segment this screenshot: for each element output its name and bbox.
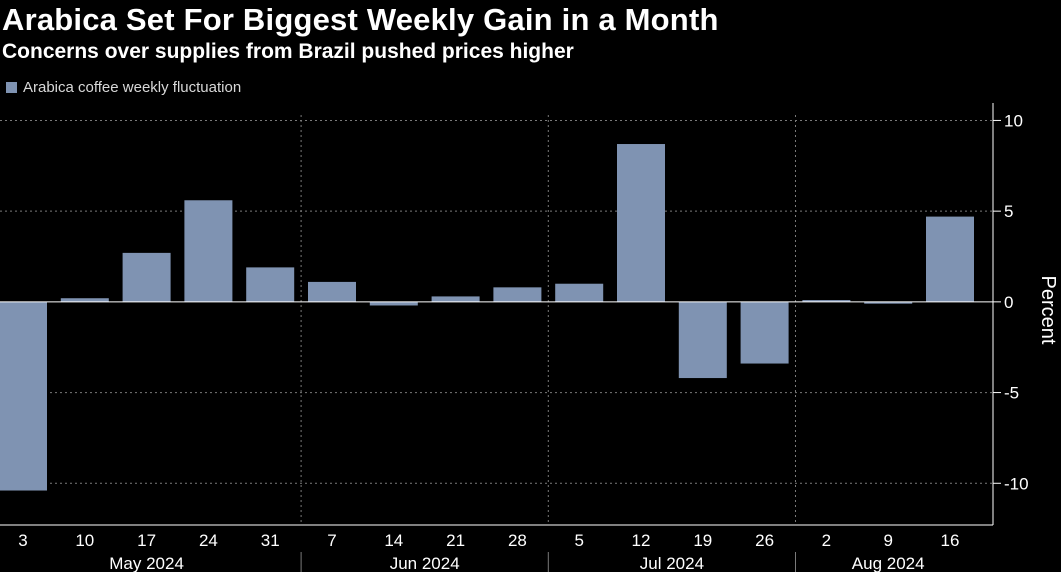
bar [122, 252, 171, 302]
x-tick-label: 28 [508, 531, 527, 550]
bar [0, 301, 47, 491]
chart-subtitle: Concerns over supplies from Brazil pushe… [2, 40, 574, 63]
bar [493, 287, 542, 302]
bar [246, 267, 295, 302]
legend-label: Arabica coffee weekly fluctuation [23, 79, 242, 96]
bar [431, 296, 480, 302]
x-tick-label: 12 [632, 531, 651, 550]
x-tick-label: 14 [384, 531, 403, 550]
y-tick-label: 10 [1004, 111, 1023, 130]
month-label: Jul 2024 [640, 554, 704, 572]
y-tick-label: -5 [1004, 384, 1019, 403]
x-tick-label: 7 [327, 531, 336, 550]
month-label: May 2024 [109, 554, 184, 572]
legend-swatch [6, 82, 17, 93]
bar [60, 298, 109, 302]
y-tick-label: -10 [1004, 474, 1029, 493]
month-label: Aug 2024 [852, 554, 925, 572]
x-tick-label: 19 [693, 531, 712, 550]
gridlines [0, 115, 993, 525]
bar [369, 301, 418, 306]
x-tick-label: 5 [574, 531, 583, 550]
bars [0, 144, 974, 491]
x-tick-label: 21 [446, 531, 465, 550]
bar [802, 300, 851, 302]
legend: Arabica coffee weekly fluctuation [6, 79, 241, 96]
bar [184, 200, 233, 302]
bar [926, 216, 974, 302]
bar [617, 144, 665, 302]
month-label: Jun 2024 [390, 554, 460, 572]
bar [308, 281, 356, 302]
x-tick-label: 17 [137, 531, 156, 550]
x-tick-label: 10 [75, 531, 94, 550]
x-tick-label: 2 [822, 531, 831, 550]
bar [555, 283, 604, 302]
x-tick-label: 16 [941, 531, 960, 550]
y-tick-label: 0 [1004, 293, 1013, 312]
axes: 10 5 0 -5 -10 3 10 17 24 31 7 14 21 28 5 12 19 26 2 9 16 May … [0, 103, 1059, 572]
x-tick-label: 31 [261, 531, 280, 550]
bar [740, 301, 789, 364]
y-axis-label: Percent [1037, 276, 1059, 345]
x-tick-label: 24 [199, 531, 218, 550]
chart-title: Arabica Set For Biggest Weekly Gain in a… [2, 2, 719, 37]
x-tick-label: 9 [883, 531, 892, 550]
bar [678, 301, 727, 379]
y-tick-label: 5 [1004, 202, 1013, 221]
x-tick-label: 3 [18, 531, 27, 550]
bar [864, 301, 913, 304]
x-tick-label: 26 [755, 531, 774, 550]
